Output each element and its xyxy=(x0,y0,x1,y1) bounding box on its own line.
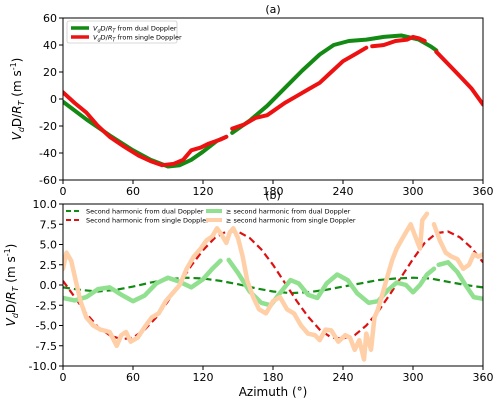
panel-b: 0 60 120 180 240 300 360 -10.0 -7.5 -5.0 -2.5 0.0 2.… xyxy=(3,198,494,399)
y-tick-label: 2.5 xyxy=(40,259,58,272)
legend-label: ≥ second harmonic from single Doppler xyxy=(226,217,356,225)
legend-label: VdD/RT from dual Doppler xyxy=(93,25,177,35)
series-1-line-segment-3 xyxy=(434,49,483,107)
y-tick-label: 10.0 xyxy=(33,198,58,211)
series-1-line-segment-2 xyxy=(370,34,427,49)
y-tick-label: 60 xyxy=(43,12,57,25)
y-axis-label: VdD/RT (m s-1) xyxy=(9,58,26,141)
panel-b-label: (b) xyxy=(265,189,281,202)
x-axis-label: Azimuth (°) xyxy=(239,385,308,399)
legend-label: VdD/RT from single Doppler xyxy=(93,34,182,44)
series-3-line-segment-0 xyxy=(63,211,430,362)
y-tick-label: -10.0 xyxy=(29,360,57,373)
y-tick-label: -20 xyxy=(39,120,57,133)
series-2-line-segment-2 xyxy=(436,260,483,302)
x-tick-label: 360 xyxy=(473,371,494,384)
panel-a-label: (a) xyxy=(265,3,280,16)
x-tick-label: 300 xyxy=(403,185,424,198)
x-tick-label: 240 xyxy=(333,185,354,198)
y-axis-label: VdD/RT (m s-1) xyxy=(3,244,20,327)
series-3-line-segment-1 xyxy=(431,222,483,272)
series-1-line-segment-0 xyxy=(63,90,229,168)
legend: Second harmonic from dual DopplerSecond … xyxy=(66,208,356,225)
y-tick-label: 7.5 xyxy=(40,218,58,231)
x-tick-label: 60 xyxy=(126,371,140,384)
legend-label: ≥ second harmonic from dual Doppler xyxy=(226,208,351,216)
y-tick-label: -60 xyxy=(39,174,57,187)
y-tick-label: 0.0 xyxy=(40,279,58,292)
y-tick-label: -2.5 xyxy=(36,299,57,312)
x-tick-label: 120 xyxy=(193,371,214,384)
legend-label: Second harmonic from dual Doppler xyxy=(86,208,204,216)
x-tick-label: 300 xyxy=(403,371,424,384)
x-tick-label: 0 xyxy=(60,371,67,384)
y-tick-label: 5.0 xyxy=(40,239,58,252)
panel-a: 0 60 120 180 240 300 360 -60 -40 -20 0 20 40 60 VdD/RT… xyxy=(9,12,494,198)
y-tick-label: -5.0 xyxy=(36,320,57,333)
series-2-line-segment-0 xyxy=(63,258,223,304)
series-2-line-segment-1 xyxy=(226,257,437,308)
plot-area xyxy=(63,211,483,362)
x-tick-label: 240 xyxy=(333,371,354,384)
series-1-line-segment-0 xyxy=(63,230,483,341)
y-tick-label: 0 xyxy=(50,93,57,106)
y-tick-label: 20 xyxy=(43,66,57,79)
plot-area xyxy=(63,33,483,169)
x-tick-label: 0 xyxy=(60,185,67,198)
y-tick-label: -7.5 xyxy=(36,340,57,353)
x-tick-label: 360 xyxy=(473,185,494,198)
series-1-line-segment-1 xyxy=(230,45,369,131)
series-0-line-segment-0 xyxy=(63,276,483,295)
x-tick-label: 60 xyxy=(126,185,140,198)
y-tick-label: 40 xyxy=(43,39,57,52)
x-tick-label: 180 xyxy=(263,185,284,198)
x-tick-label: 180 xyxy=(263,371,284,384)
legend-box xyxy=(66,20,178,44)
legend-label: Second harmonic from single Doppler xyxy=(86,217,209,225)
x-tick-label: 120 xyxy=(193,185,214,198)
y-tick-label: -40 xyxy=(39,147,57,160)
